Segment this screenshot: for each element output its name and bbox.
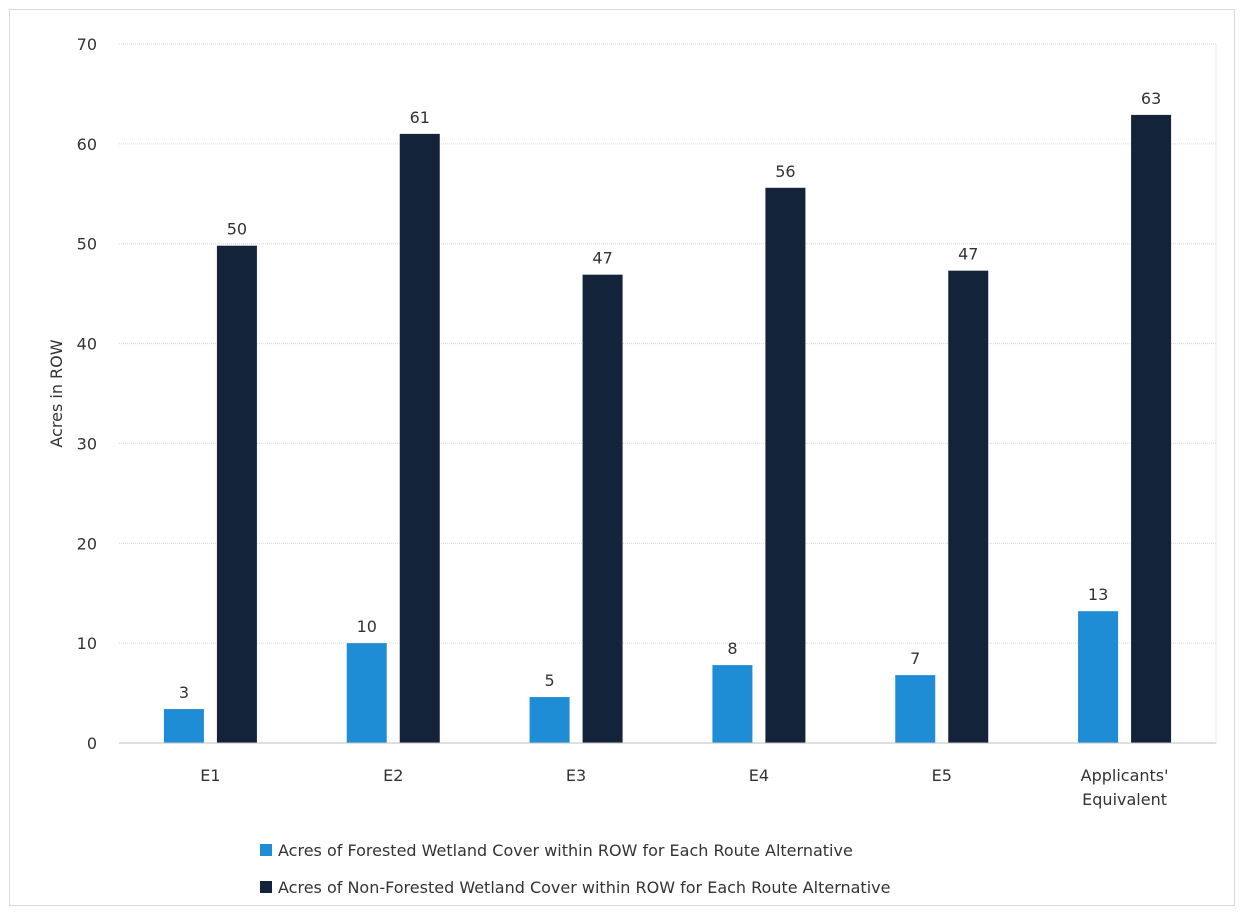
y-tick-label: 50 xyxy=(77,235,97,254)
y-tick-label: 10 xyxy=(77,634,97,653)
data-label: 47 xyxy=(592,249,612,268)
y-tick-label: 40 xyxy=(77,335,97,354)
bar-forested-2 xyxy=(529,697,570,743)
y-tick-label: 20 xyxy=(77,534,97,553)
bar-non-forested-3 xyxy=(765,187,806,743)
gridlines xyxy=(119,43,1217,743)
legend: Acres of Forested Wetland Cover within R… xyxy=(260,841,890,897)
data-label: 10 xyxy=(357,617,377,636)
legend-label-non-forested: Acres of Non-Forested Wetland Cover with… xyxy=(278,878,890,897)
legend-label-forested: Acres of Forested Wetland Cover within R… xyxy=(278,841,853,860)
data-label: 47 xyxy=(958,245,978,264)
bar-non-forested-1 xyxy=(399,133,440,743)
data-label: 61 xyxy=(410,108,430,127)
bar-forested-3 xyxy=(712,665,753,743)
data-label: 5 xyxy=(544,671,554,690)
y-tick-label: 70 xyxy=(77,35,97,54)
x-tick-label: Equivalent xyxy=(1082,790,1167,809)
data-label: 8 xyxy=(727,639,737,658)
y-tick-label: 0 xyxy=(87,734,97,753)
bar-chart: 3 50 10 61 5 47 8 56 7 47 13 63 0 10 20 30 40 50 60 70 E1 E2… xyxy=(47,35,1217,897)
x-tick-label: E2 xyxy=(383,766,403,785)
data-labels: 3 50 10 61 5 47 8 56 7 47 13 63 xyxy=(179,89,1161,702)
bar-forested-5 xyxy=(1078,611,1119,743)
x-tick-label: Applicants' xyxy=(1081,766,1169,785)
data-label: 56 xyxy=(775,162,795,181)
data-label: 13 xyxy=(1088,585,1108,604)
bar-non-forested-5 xyxy=(1131,114,1172,744)
bar-non-forested-4 xyxy=(948,270,989,743)
data-label: 7 xyxy=(910,649,920,668)
y-tick-label: 30 xyxy=(77,434,97,453)
bar-forested-4 xyxy=(895,675,936,743)
data-label: 63 xyxy=(1141,89,1161,108)
bar-non-forested-2 xyxy=(582,274,623,743)
data-label: 3 xyxy=(179,683,189,702)
bar-forested-1 xyxy=(346,643,387,743)
x-tick-label: E1 xyxy=(200,766,220,785)
bar-forested-0 xyxy=(163,709,204,743)
axes: 0 10 20 30 40 50 60 70 E1 E2 E3 E4 E5 Applicants' Equi… xyxy=(77,35,1216,809)
x-tick-label: E5 xyxy=(932,766,952,785)
bar-non-forested-0 xyxy=(216,245,257,743)
y-tick-label: 60 xyxy=(77,135,97,154)
legend-swatch-forested xyxy=(260,844,272,856)
chart-frame: 3 50 10 61 5 47 8 56 7 47 13 63 0 10 20 30 40 50 60 70 E1 E2… xyxy=(9,9,1235,906)
data-label: 50 xyxy=(227,220,247,239)
y-axis-title: Acres in ROW xyxy=(47,339,66,447)
x-tick-label: E4 xyxy=(749,766,769,785)
x-tick-label: E3 xyxy=(566,766,586,785)
legend-swatch-non-forested xyxy=(260,881,272,893)
bars xyxy=(163,114,1172,744)
